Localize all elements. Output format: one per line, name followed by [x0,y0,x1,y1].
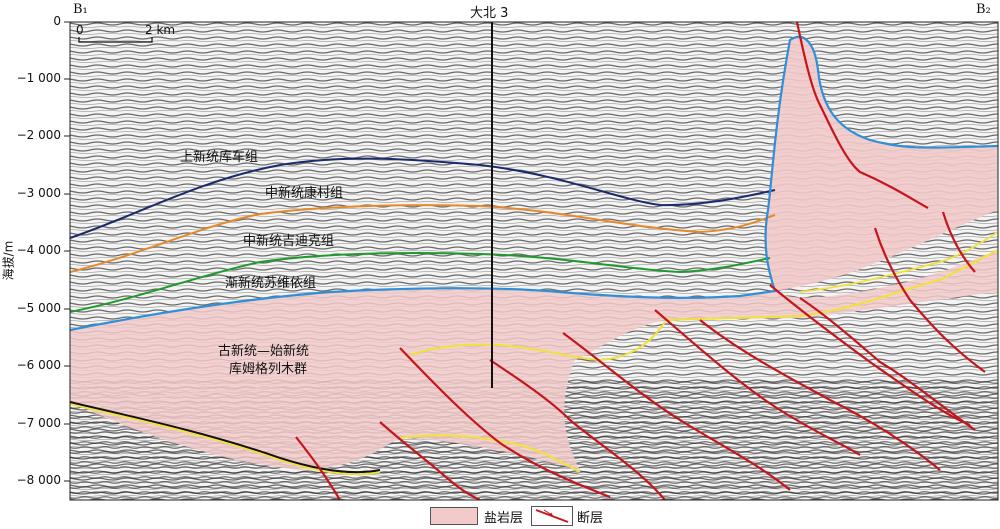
well-label: 大北 3 [470,6,509,21]
horizon-salt-base-mid [399,434,581,473]
label-kumugeliemu-1: 古新统—始新统 [218,344,310,359]
horizon-salt-base-right [664,249,998,321]
y-tick-2: −2 000 [16,128,61,142]
salt-layer-main [70,250,998,402]
label-kuche: 上新统库车组 [180,150,259,165]
section-frame [69,21,999,501]
fault-3 [399,347,611,499]
scale-label: 2 km [145,23,176,37]
label-kumugeliemu-2: 库姆格列木群 [229,362,308,377]
horizon-kuche [70,157,776,239]
fault-diapir [795,22,929,209]
fault-7 [699,319,941,471]
horizon-salt-base-right-2 [799,231,998,293]
fault-1 [295,436,341,500]
legend-fault-label: 断层 [577,510,604,526]
y-tick-4: −4 000 [16,243,61,257]
y-tick-1: −1 000 [16,71,61,85]
fault-6 [654,309,861,456]
horizon-kangcun [70,204,776,273]
fault-4 [489,359,666,500]
fault-2 [379,421,481,500]
legend-fault-swatch [531,506,574,526]
y-tick-8: −8 000 [16,473,61,487]
fault-8 [769,284,971,427]
label-kangcun: 中新统康村组 [265,186,344,201]
salt-wedge-lower [70,343,580,470]
horizon-suweiyi [70,35,998,332]
horizon-salt-base-left-yellow [70,403,381,476]
legend-salt-swatch [430,507,478,525]
section-left-end: B₁ [73,2,88,17]
legend-salt-label: 盐岩层 [484,510,524,526]
legend: 盐岩层 断层 [430,506,603,526]
y-tick-0: 0 [53,14,61,28]
y-tick-5: −5 000 [16,301,61,315]
y-tick-7: −7 000 [16,416,61,430]
fault-5 [562,332,791,491]
label-jidike: 中新统吉迪克组 [243,234,335,249]
horizon-jidike [70,251,771,313]
axis-ticks [64,21,70,482]
section-right-end: B₂ [976,2,991,17]
horizon-salt-base-upper [409,321,666,362]
y-tick-3: −3 000 [16,186,61,200]
salt-diapir [765,36,998,291]
fault-11 [941,211,976,273]
faults [295,22,986,500]
scale-bar [78,37,153,43]
scale-zero: 0 [76,23,84,37]
horizon-salt-base-left [70,401,381,474]
label-suweiyi: 渐新统苏维依组 [225,276,317,291]
fault-10 [873,227,986,373]
y-tick-6: −6 000 [16,358,61,372]
fault-9 [799,297,976,431]
